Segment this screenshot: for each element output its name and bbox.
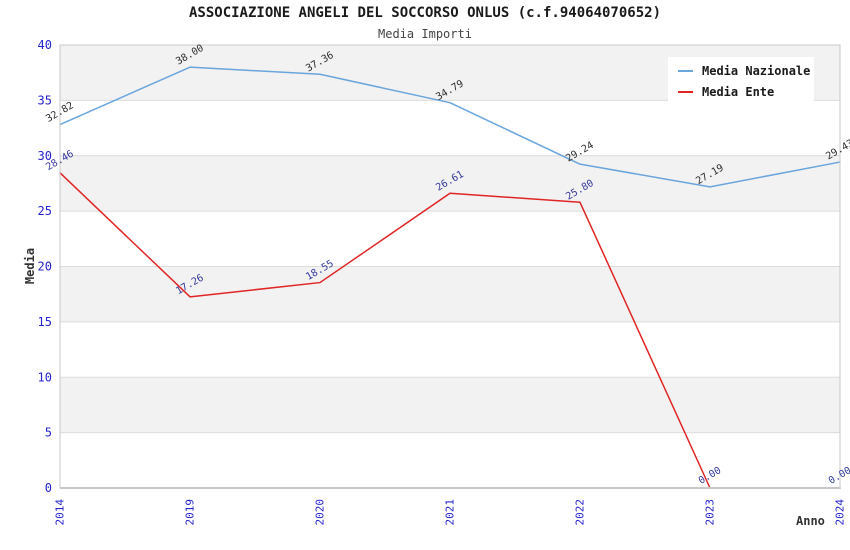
legend-line-swatch-icon (678, 91, 693, 93)
legend-item-1: Media Ente (678, 85, 804, 99)
chart-title: ASSOCIAZIONE ANGELI DEL SOCCORSO ONLUS (… (188, 5, 661, 21)
y-tick-label: 0 (45, 481, 52, 495)
legend-item-label: Media Nazionale (702, 64, 811, 78)
x-tick-label: 2022 (574, 499, 587, 526)
x-axis-label: Anno (796, 514, 825, 528)
x-tick-label: 2024 (834, 499, 847, 526)
x-tick-label: 2014 (54, 499, 67, 526)
y-tick-label: 10 (38, 370, 52, 384)
plot-band (60, 266, 840, 322)
series-line-0 (59, 66, 841, 188)
legend-item-label: Media Ente (702, 85, 775, 99)
plot-band (60, 211, 840, 267)
legend-item-0: Media Nazionale (678, 64, 810, 78)
y-tick-label: 30 (38, 149, 52, 163)
plot-band (60, 100, 840, 156)
plot-border (59, 44, 841, 489)
y-tick-label: 20 (38, 260, 52, 274)
x-tick-label: 2021 (444, 499, 457, 526)
plot-band (60, 321, 840, 378)
y-tick-label: 5 (45, 426, 52, 440)
x-tick-label: 2019 (184, 499, 197, 526)
y-tick-label: 15 (38, 315, 52, 329)
y-tick-label: 25 (38, 204, 52, 218)
plot-band (60, 432, 840, 488)
plot-band (60, 155, 840, 212)
x-tick-label: 2023 (704, 499, 717, 526)
y-tick-label: 40 (38, 38, 52, 52)
legend-line-swatch-icon (678, 70, 693, 72)
y-tick-label: 35 (38, 93, 52, 107)
plot-band (60, 377, 840, 433)
legend: Media Nazionale Media Ente (668, 57, 814, 106)
x-tick-label: 2020 (314, 499, 327, 526)
chart-subtitle: Media Importi (378, 27, 472, 41)
